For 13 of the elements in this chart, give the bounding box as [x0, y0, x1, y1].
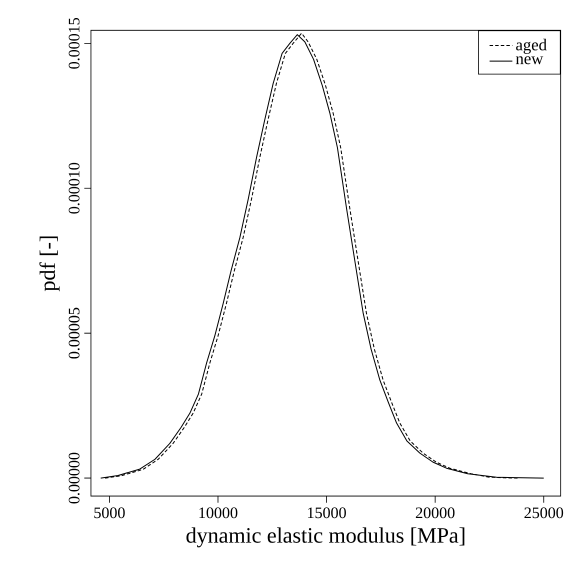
x-axis-title: dynamic elastic modulus [MPa]	[186, 527, 464, 548]
y-tick-label: 0.00010	[68, 162, 80, 214]
x-tick-label: 20000	[416, 507, 455, 518]
x-tick-label: 10000	[200, 507, 238, 518]
legend-label: new	[516, 56, 544, 64]
legend-label: aged	[516, 38, 547, 54]
y-axis-title: pdf [-]	[40, 236, 60, 292]
y-tick-label: 0.00000	[68, 452, 80, 504]
x-tick-label: 15000	[308, 507, 346, 518]
x-tick-label: 25000	[524, 507, 564, 518]
y-tick-label: 0.00015	[68, 18, 80, 69]
y-tick-label: 0.00005	[68, 308, 80, 359]
x-tick-label: 5000	[94, 507, 125, 518]
